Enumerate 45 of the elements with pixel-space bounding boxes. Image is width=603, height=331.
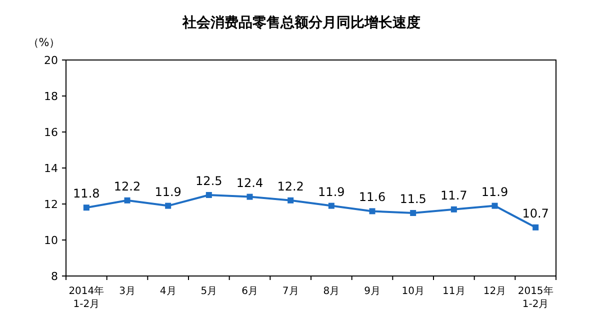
point (288, 197, 294, 204)
data-label: 12.4 (236, 176, 264, 190)
point (206, 192, 212, 198)
y-axis-title: （%） (28, 36, 60, 49)
x-tick-label: 3月 (119, 286, 136, 297)
x-tick-label: 11月 (442, 286, 466, 297)
data-label: 11.5 (400, 192, 426, 206)
point (328, 202, 334, 209)
point (492, 202, 498, 209)
point (246, 194, 253, 200)
point (410, 210, 416, 216)
x-tick-label: 9月 (364, 286, 380, 297)
chart-title: 社会消费品零售总额分月同比增长速度 (182, 14, 420, 31)
x-tick-label: 5月 (200, 286, 218, 297)
y-tick-label: 8 (51, 270, 58, 283)
point (369, 208, 376, 214)
data-label: 12.2 (114, 179, 141, 194)
data-label: 11.9 (481, 184, 508, 199)
data-label: 12.2 (277, 179, 304, 194)
y-tick-label: 20 (44, 54, 58, 67)
data-label: 10.7 (522, 206, 549, 220)
data-label: 11.8 (73, 186, 100, 201)
point (124, 197, 130, 204)
data-label: 11.9 (154, 184, 182, 199)
data-label: 12.5 (196, 174, 222, 188)
x-tick-label: 4月 (160, 286, 176, 297)
point (450, 206, 457, 212)
x-tick-label: 7月 (282, 286, 299, 297)
x-tick-label: 12月 (483, 286, 506, 297)
x-tick-label: 6月 (242, 286, 258, 297)
data-label: 11.9 (318, 184, 345, 199)
x-tick-label: 2014年 1-2月 (68, 285, 104, 310)
point (83, 204, 90, 211)
point (165, 202, 172, 209)
y-tick-label: 10 (44, 234, 58, 247)
x-tick-label: 8月 (323, 286, 340, 297)
data-label: 11.7 (440, 188, 468, 202)
y-tick-label: 12 (44, 198, 58, 211)
y-tick-label: 16 (44, 126, 58, 139)
x-tick-label: 10月 (402, 286, 424, 297)
y-tick-label: 18 (44, 90, 58, 103)
y-tick-label: 14 (44, 162, 58, 175)
point (532, 224, 539, 230)
data-label: 11.6 (358, 190, 386, 204)
x-tick-label: 2015年 1-2月 (518, 285, 554, 310)
